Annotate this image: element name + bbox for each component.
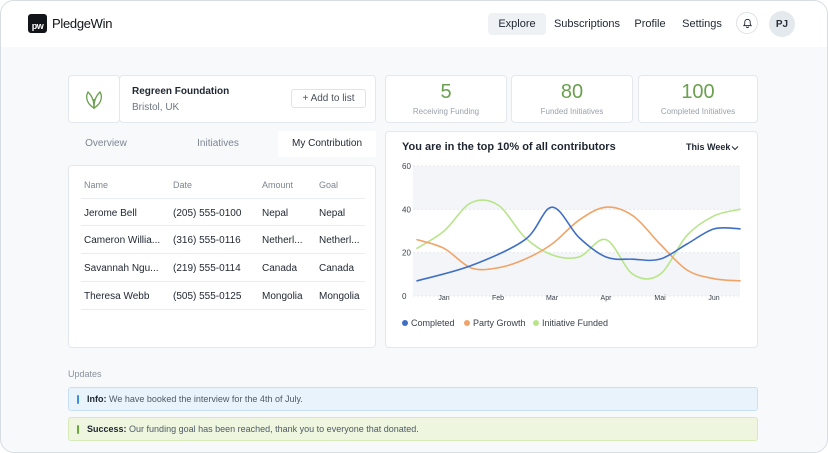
stat-label: Receiving Funding — [412, 107, 480, 116]
x-tick-label: Jun — [708, 295, 719, 302]
line-chart: 0 20 40 60 Jan Feb Mar Apr Mai Jun — [402, 162, 741, 302]
info-alert: Info: We have booked the interview for t… — [68, 387, 758, 411]
cell-goal: Mongolia — [319, 291, 360, 302]
cell-name: Theresa Webb — [84, 291, 150, 302]
user-avatar[interactable]: PJ — [769, 11, 795, 37]
cell-amount: Mongolia — [262, 291, 303, 302]
legend-item-completed[interactable]: Completed — [402, 318, 455, 328]
cell-amount: Netherl... — [262, 235, 303, 246]
success-alert: Success: Our funding goal has been reach… — [68, 417, 758, 441]
legend-swatch — [464, 320, 470, 326]
chevron-down-icon[interactable] — [731, 145, 739, 151]
nav-profile[interactable]: Profile — [634, 18, 666, 30]
x-tick-label: Mar — [546, 295, 559, 302]
column-header-amount[interactable]: Amount — [262, 180, 294, 190]
series-line-completed — [416, 206, 741, 282]
legend-swatch — [402, 320, 408, 326]
stat-value: 5 — [440, 81, 452, 103]
cell-name: Cameron Willia... — [84, 235, 161, 246]
series-line-party-growth — [416, 206, 741, 282]
cell-name: Jerome Bell — [84, 208, 137, 219]
x-tick-label: Apr — [601, 295, 613, 302]
stat-value: 100 — [681, 81, 715, 103]
logo-text: PledgeWin — [52, 16, 113, 31]
cell-amount: Canada — [262, 263, 298, 274]
period-select[interactable]: This Week — [686, 142, 731, 152]
column-header-name[interactable]: Name — [84, 180, 109, 190]
y-tick-label: 40 — [402, 205, 411, 214]
column-header-date[interactable]: Date — [173, 180, 193, 190]
nav-explore[interactable]: Explore — [488, 13, 546, 35]
main-nav: Explore Subscriptions Profile Settings — [1, 13, 827, 35]
alert-accent-bar — [77, 425, 79, 434]
tab-bar: Overview Initiatives My Contribution — [68, 131, 376, 157]
chart-band — [413, 166, 740, 210]
alert-title: Info: — [87, 394, 107, 404]
tab-overview[interactable]: Overview — [85, 138, 127, 149]
alert-text: We have booked the interview for the 4th… — [109, 394, 303, 404]
cell-goal: Netherl... — [319, 235, 360, 246]
cell-date: (205) 555-0100 — [173, 208, 242, 219]
cell-goal: Canada — [319, 263, 355, 274]
stat-label: Completed Initiatives — [660, 107, 736, 116]
tab-my-contribution[interactable]: My Contribution — [278, 131, 376, 157]
stat-value: 80 — [560, 81, 584, 103]
legend-swatch — [533, 320, 539, 326]
contribution-table: Name Date Amount Goal Jerome Bell (205) … — [68, 165, 376, 348]
alert-title: Success: — [87, 424, 127, 434]
cell-name: Savannah Ngu... — [84, 263, 159, 274]
contributors-chart-card: You are in the top 10% of all contributo… — [385, 131, 758, 348]
table-row[interactable]: Jerome Bell (205) 555-0100 Nepal Nepal — [81, 198, 365, 226]
chart-title: You are in the top 10% of all contributo… — [402, 141, 616, 153]
legend-item-party-growth[interactable]: Party Growth — [464, 318, 526, 328]
cell-date: (505) 555-0125 — [173, 291, 242, 302]
stat-completed-initiatives: 100 Completed Initiatives — [638, 75, 758, 123]
alert-text: Our funding goal has been reached, thank… — [129, 424, 419, 434]
stat-label: Funded Initiatives — [540, 107, 604, 116]
legend-label: Completed — [411, 318, 455, 328]
x-tick-label: Mai — [654, 295, 666, 302]
cell-goal: Nepal — [319, 208, 346, 219]
table-row[interactable]: Theresa Webb (505) 555-0125 Mongolia Mon… — [81, 282, 365, 310]
notifications-button[interactable] — [736, 12, 758, 34]
cell-date: (219) 555-0114 — [173, 263, 241, 274]
organization-location: Bristol, UK — [132, 102, 180, 113]
nav-settings[interactable]: Settings — [682, 18, 722, 30]
y-tick-label: 20 — [402, 249, 411, 258]
tab-initiatives[interactable]: Initiatives — [197, 138, 239, 149]
legend-label: Initiative Funded — [542, 318, 609, 328]
organization-name: Regreen Foundation — [132, 86, 230, 97]
legend-item-initiative-funded[interactable]: Initiative Funded — [533, 318, 608, 328]
cell-amount: Nepal — [262, 208, 289, 219]
add-to-list-button[interactable]: + Add to list — [291, 89, 366, 108]
chart-band — [413, 252, 740, 296]
brand-logo[interactable]: pw PledgeWin — [28, 14, 112, 33]
nav-subscriptions[interactable]: Subscriptions — [553, 18, 621, 30]
x-tick-label: Jan — [438, 295, 449, 302]
leaf-icon — [86, 90, 102, 110]
y-tick-label: 0 — [402, 292, 407, 301]
alert-accent-bar — [77, 395, 79, 404]
logo-mark: pw — [28, 14, 47, 33]
table-row[interactable]: Savannah Ngu... (219) 555-0114 Canada Ca… — [81, 254, 365, 282]
top-header: pw PledgeWin Explore Subscriptions Profi… — [1, 1, 827, 47]
updates-heading: Updates — [68, 369, 102, 379]
bell-icon — [742, 18, 752, 28]
column-header-goal[interactable]: Goal — [319, 180, 339, 190]
organization-card: Regreen Foundation Bristol, UK + Add to … — [119, 75, 376, 123]
y-tick-label: 60 — [402, 162, 411, 171]
cell-date: (316) 555-0116 — [173, 235, 241, 246]
stat-funded-initiatives: 80 Funded Initiatives — [511, 75, 633, 123]
series-line-initiative-funded — [416, 199, 741, 280]
stat-receiving-funding: 5 Receiving Funding — [385, 75, 507, 123]
legend-label: Party Growth — [473, 318, 526, 328]
table-row[interactable]: Cameron Willia... (316) 555-0116 Netherl… — [81, 226, 365, 254]
organization-logo — [68, 75, 120, 123]
x-tick-label: Feb — [492, 295, 504, 302]
